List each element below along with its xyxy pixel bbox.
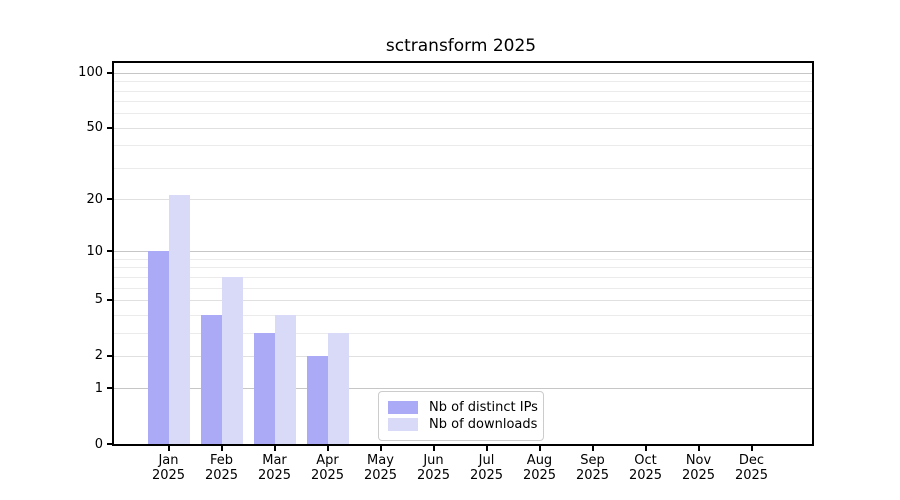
legend: Nb of distinct IPs Nb of downloads: [378, 391, 544, 441]
y-tick-mark: [107, 354, 112, 357]
bar-ips-jan: [147, 251, 169, 444]
x-tick-label-sep: Sep 2025: [575, 453, 610, 483]
x-tick-label-jun: Jun 2025: [416, 453, 451, 483]
bar-downloads-mar: [274, 314, 296, 444]
gridline-y-40: [114, 145, 812, 147]
y-tick-label: 20: [86, 191, 103, 207]
gridline-y-80: [114, 90, 812, 92]
y-tick-mark: [107, 126, 112, 129]
x-tick-label-aug: Aug 2025: [522, 453, 557, 483]
x-tick-mark: [326, 446, 329, 451]
bar-ips-mar: [253, 332, 275, 444]
x-tick-label-mar: Mar 2025: [257, 453, 292, 483]
x-tick-label-may: May 2025: [363, 453, 398, 483]
gridline-y-20: [114, 199, 812, 201]
x-tick-mark: [697, 446, 700, 451]
y-tick-label: 5: [94, 292, 103, 308]
y-tick-label: 10: [86, 243, 103, 259]
gridline-y-8: [114, 267, 812, 269]
legend-item-distinct-ips: Nb of distinct IPs: [388, 400, 538, 415]
x-tick-label-jan: Jan 2025: [151, 453, 186, 483]
legend-swatch-downloads: [388, 418, 418, 431]
bar-downloads-apr: [327, 332, 349, 444]
legend-swatch-distinct-ips: [388, 401, 418, 414]
gridline-y-9: [114, 258, 812, 260]
x-tick-label-oct: Oct 2025: [628, 453, 663, 483]
y-tick-mark: [107, 298, 112, 301]
chart-title: sctransform 2025: [385, 36, 537, 56]
plot-area: [112, 61, 814, 446]
gridline-y-5: [114, 299, 812, 301]
x-tick-label-jul: Jul 2025: [469, 453, 504, 483]
gridline-y-6: [114, 287, 812, 289]
gridline-y-10: [114, 251, 812, 253]
gridline-y-1: [114, 388, 812, 390]
y-tick-mark: [107, 443, 112, 445]
bar-ips-apr: [306, 355, 328, 444]
gridline-y-3: [114, 332, 812, 334]
bar-downloads-jan: [168, 195, 190, 444]
legend-label: Nb of downloads: [429, 417, 538, 432]
y-tick-label: 0: [94, 436, 103, 452]
x-tick-mark: [273, 446, 276, 451]
gridline-y-100: [114, 72, 812, 74]
gridline-y-70: [114, 101, 812, 103]
x-tick-mark: [432, 446, 435, 451]
x-tick-label-dec: Dec 2025: [734, 453, 769, 483]
x-tick-mark: [591, 446, 594, 451]
y-tick-label: 1: [94, 380, 103, 396]
y-tick-label: 2: [94, 348, 103, 364]
x-tick-mark: [538, 446, 541, 451]
y-tick-label: 100: [78, 65, 103, 81]
x-tick-mark: [644, 446, 647, 451]
y-tick-mark: [107, 71, 112, 74]
bar-downloads-feb: [221, 276, 243, 444]
gridline-y-50: [114, 127, 812, 129]
gridline-y-4: [114, 314, 812, 316]
x-tick-label-apr: Apr 2025: [310, 453, 345, 483]
y-tick-mark: [107, 250, 112, 253]
x-tick-mark: [167, 446, 170, 451]
y-tick-mark: [107, 198, 112, 201]
gridline-y-7: [114, 276, 812, 278]
y-tick-mark: [107, 387, 112, 390]
x-tick-mark: [220, 446, 223, 451]
x-tick-mark: [379, 446, 382, 451]
gridline-y-2: [114, 355, 812, 357]
x-tick-mark: [485, 446, 488, 451]
gridline-y-30: [114, 167, 812, 169]
gridline-y-60: [114, 113, 812, 115]
y-tick-label: 50: [86, 120, 103, 136]
x-tick-mark: [750, 446, 753, 451]
bar-ips-feb: [200, 314, 222, 444]
legend-label: Nb of distinct IPs: [429, 400, 538, 415]
x-tick-label-feb: Feb 2025: [204, 453, 239, 483]
gridline-y-90: [114, 81, 812, 83]
x-tick-label-nov: Nov 2025: [681, 453, 716, 483]
legend-item-downloads: Nb of downloads: [388, 417, 537, 432]
